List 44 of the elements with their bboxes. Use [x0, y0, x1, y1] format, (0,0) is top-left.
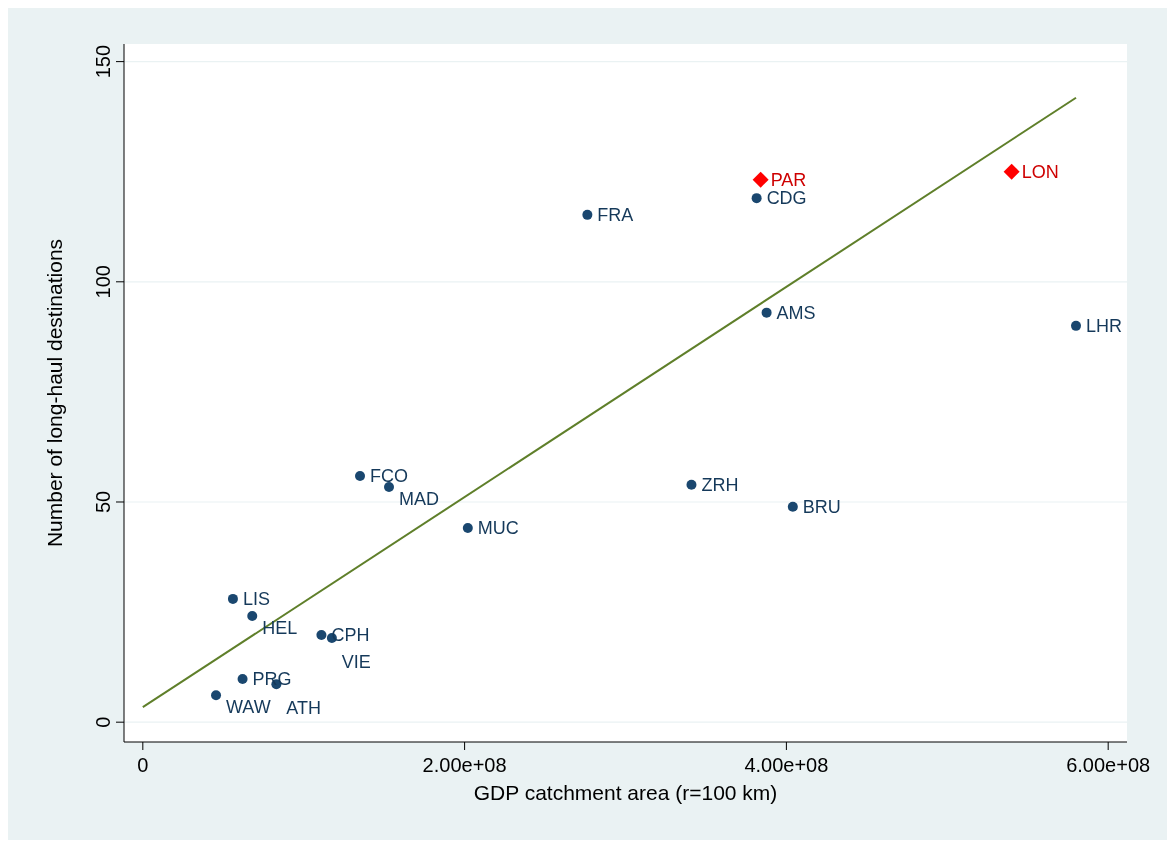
- point: [761, 307, 772, 318]
- annotation: LON: [1021, 161, 1059, 182]
- point: [237, 674, 248, 685]
- annotation: ZRH: [701, 474, 739, 495]
- annotation: LHR: [1086, 315, 1123, 336]
- y-tick-label: 100: [92, 265, 114, 299]
- annotation: FRA: [597, 204, 634, 225]
- x-tick-label: 0: [137, 754, 149, 776]
- annotation: BRU: [802, 496, 841, 517]
- y-tick-label: 0: [92, 716, 114, 728]
- annotation: PRG: [252, 669, 292, 690]
- annotation: CDG: [766, 188, 807, 209]
- x-tick-label: 6.00e+08: [1066, 754, 1151, 776]
- point: [787, 501, 798, 512]
- annotation: FCO: [370, 466, 409, 487]
- y-tick-label: 50: [92, 490, 114, 514]
- annotation: AMS: [776, 302, 816, 323]
- annotation: PAR: [770, 169, 807, 190]
- annotation: MUC: [477, 517, 519, 538]
- point: [227, 593, 238, 604]
- x-axis-title: GDP catchment area (r=100 km): [473, 781, 778, 804]
- annotation: HEL: [262, 618, 298, 639]
- y-tick-label: 150: [92, 44, 114, 79]
- annotation: MAD: [398, 489, 439, 510]
- point: [582, 209, 593, 220]
- annotation: CPH: [331, 624, 370, 645]
- annotation: VIE: [341, 652, 371, 673]
- point: [211, 690, 222, 701]
- point: [1003, 163, 1020, 180]
- point: [686, 479, 697, 490]
- point: [316, 629, 327, 640]
- y-axis-title: Number of long-haul destinations: [43, 238, 66, 548]
- point: [462, 522, 473, 533]
- point: [383, 482, 394, 493]
- annotation: ATH: [286, 698, 322, 719]
- annotation: WAW: [226, 697, 271, 718]
- point: [247, 611, 258, 622]
- x-tick-label: 2.00e+08: [422, 754, 507, 776]
- annotation: LIS: [242, 588, 270, 609]
- point: [752, 171, 769, 188]
- point: [1071, 320, 1081, 331]
- point: [355, 471, 366, 482]
- x-tick-label: 4.00e+08: [744, 754, 829, 776]
- point: [751, 193, 762, 204]
